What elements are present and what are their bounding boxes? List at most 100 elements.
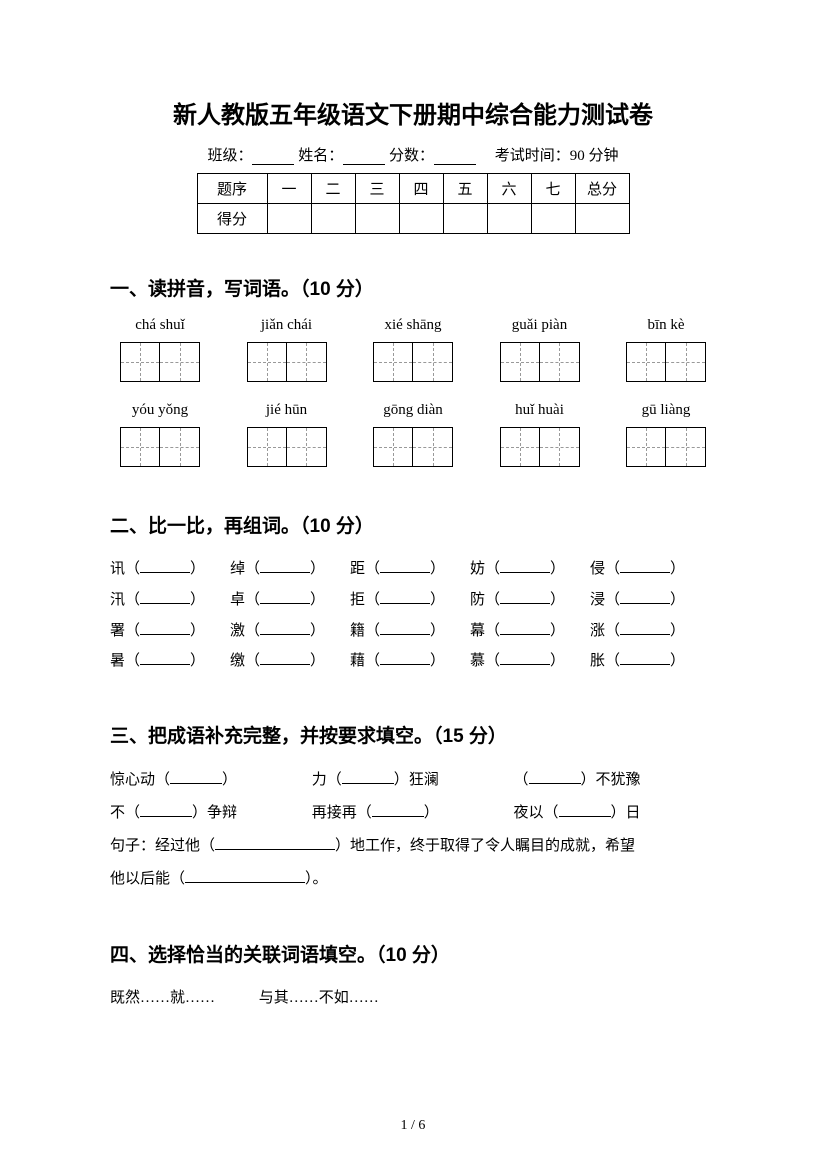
word-blank[interactable] xyxy=(260,621,310,635)
char-box-pair[interactable] xyxy=(237,342,337,382)
time-label: 考试时间：90 分钟 xyxy=(495,148,619,164)
char-box-pair[interactable] xyxy=(363,427,463,467)
word-char: 藉 xyxy=(350,653,365,669)
word-blank[interactable] xyxy=(140,651,190,665)
char-box-row-2 xyxy=(110,427,716,467)
word-char: 涨 xyxy=(590,623,605,639)
score-cell[interactable] xyxy=(267,204,311,234)
char-box-pair[interactable] xyxy=(110,427,210,467)
word-blank[interactable] xyxy=(140,621,190,635)
score-cell[interactable] xyxy=(575,204,629,234)
score-label: 分数： xyxy=(389,148,434,164)
char-box-pair[interactable] xyxy=(490,342,590,382)
word-pair-cell: 慕（） xyxy=(470,646,590,677)
score-cell[interactable] xyxy=(531,204,575,234)
idiom-blank[interactable] xyxy=(559,803,611,817)
word-blank[interactable] xyxy=(500,590,550,604)
word-blank[interactable] xyxy=(620,621,670,635)
word-pair-cell: 署（） xyxy=(110,616,230,647)
word-blank[interactable] xyxy=(140,559,190,573)
word-char: 籍 xyxy=(350,623,365,639)
word-blank[interactable] xyxy=(380,590,430,604)
word-blank[interactable] xyxy=(260,590,310,604)
word-pair-cell: 籍（） xyxy=(350,616,470,647)
idiom-part: 力 xyxy=(312,772,327,788)
idiom-blank[interactable] xyxy=(342,770,394,784)
idiom-part: 不 xyxy=(110,805,125,821)
sentence-text: 句子：经过他 xyxy=(110,838,200,854)
class-blank[interactable] xyxy=(252,150,294,165)
word-blank[interactable] xyxy=(260,559,310,573)
word-char: 缴 xyxy=(230,653,245,669)
score-cell[interactable] xyxy=(487,204,531,234)
page-number: 1 / 6 xyxy=(0,1118,826,1134)
sentence-blank[interactable] xyxy=(215,836,335,850)
word-blank[interactable] xyxy=(380,559,430,573)
pinyin-item: chá shuǐ xyxy=(110,317,210,334)
word-blank[interactable] xyxy=(140,590,190,604)
sentence-blank[interactable] xyxy=(185,869,305,883)
score-blank[interactable] xyxy=(434,150,476,165)
word-char: 激 xyxy=(230,623,245,639)
word-blank[interactable] xyxy=(500,559,550,573)
word-pair-cell: 幕（） xyxy=(470,616,590,647)
s3-sentence-1: 句子：经过他（）地工作，终于取得了令人瞩目的成就，希望 xyxy=(110,830,716,863)
idiom-blank[interactable] xyxy=(529,770,581,784)
idiom-blank[interactable] xyxy=(170,770,222,784)
word-pair-cell: 绰（） xyxy=(230,554,350,585)
section-3-heading: 三、把成语补充完整，并按要求填空。（15 分） xyxy=(110,721,716,748)
score-row-label: 得分 xyxy=(197,204,267,234)
s2-row: 讯（）绰（）距（）妨（）侵（） xyxy=(110,554,716,585)
char-box-pair[interactable] xyxy=(237,427,337,467)
section-2-heading: 二、比一比，再组词。（10 分） xyxy=(110,511,716,538)
idiom-part: 夜以 xyxy=(514,805,544,821)
pinyin-item: yóu yǒng xyxy=(110,402,210,419)
s2-row: 署（）激（）籍（）幕（）涨（） xyxy=(110,616,716,647)
word-char: 防 xyxy=(470,592,485,608)
word-char: 浸 xyxy=(590,592,605,608)
char-box-pair[interactable] xyxy=(616,342,716,382)
pinyin-item: huǐ huài xyxy=(490,402,590,419)
score-cell[interactable] xyxy=(443,204,487,234)
char-box-row-1 xyxy=(110,342,716,382)
word-char: 绰 xyxy=(230,561,245,577)
idiom-blank[interactable] xyxy=(140,803,192,817)
word-pair-cell: 防（） xyxy=(470,585,590,616)
score-cell[interactable] xyxy=(311,204,355,234)
word-blank[interactable] xyxy=(260,651,310,665)
word-pair-cell: 讯（） xyxy=(110,554,230,585)
word-blank[interactable] xyxy=(380,651,430,665)
s2-row: 汛（）卓（）拒（）防（）浸（） xyxy=(110,585,716,616)
score-col: 三 xyxy=(355,174,399,204)
word-blank[interactable] xyxy=(620,651,670,665)
section-2: 二、比一比，再组词。（10 分） 讯（）绰（）距（）妨（）侵（）汛（）卓（）拒（… xyxy=(110,511,716,677)
word-blank[interactable] xyxy=(500,651,550,665)
idiom-blank[interactable] xyxy=(372,803,424,817)
word-blank[interactable] xyxy=(500,621,550,635)
char-box-pair[interactable] xyxy=(110,342,210,382)
s3-row-1: 惊心动（） 力（）狂澜 （）不犹豫 xyxy=(110,764,716,797)
name-blank[interactable] xyxy=(343,150,385,165)
word-char: 拒 xyxy=(350,592,365,608)
word-pair-cell: 缴（） xyxy=(230,646,350,677)
word-pair-cell: 汛（） xyxy=(110,585,230,616)
pinyin-item: bīn kè xyxy=(616,317,716,334)
char-box-pair[interactable] xyxy=(363,342,463,382)
word-pair-cell: 涨（） xyxy=(590,616,710,647)
word-char: 讯 xyxy=(110,561,125,577)
sentence-text: 。 xyxy=(313,871,328,887)
pinyin-row-1: chá shuǐ jiǎn chái xié shāng guǎi piàn b… xyxy=(110,317,716,334)
word-blank[interactable] xyxy=(380,621,430,635)
word-char: 汛 xyxy=(110,592,125,608)
score-cell[interactable] xyxy=(399,204,443,234)
word-blank[interactable] xyxy=(620,559,670,573)
score-cell[interactable] xyxy=(355,204,399,234)
idiom-part: 惊心动 xyxy=(110,772,155,788)
char-box-pair[interactable] xyxy=(616,427,716,467)
char-box-pair[interactable] xyxy=(490,427,590,467)
s4-options: 既然……就…… 与其……不如…… xyxy=(110,983,716,1013)
word-blank[interactable] xyxy=(620,590,670,604)
idiom-part: 日 xyxy=(626,805,641,821)
score-total-label: 总分 xyxy=(575,174,629,204)
score-col: 二 xyxy=(311,174,355,204)
